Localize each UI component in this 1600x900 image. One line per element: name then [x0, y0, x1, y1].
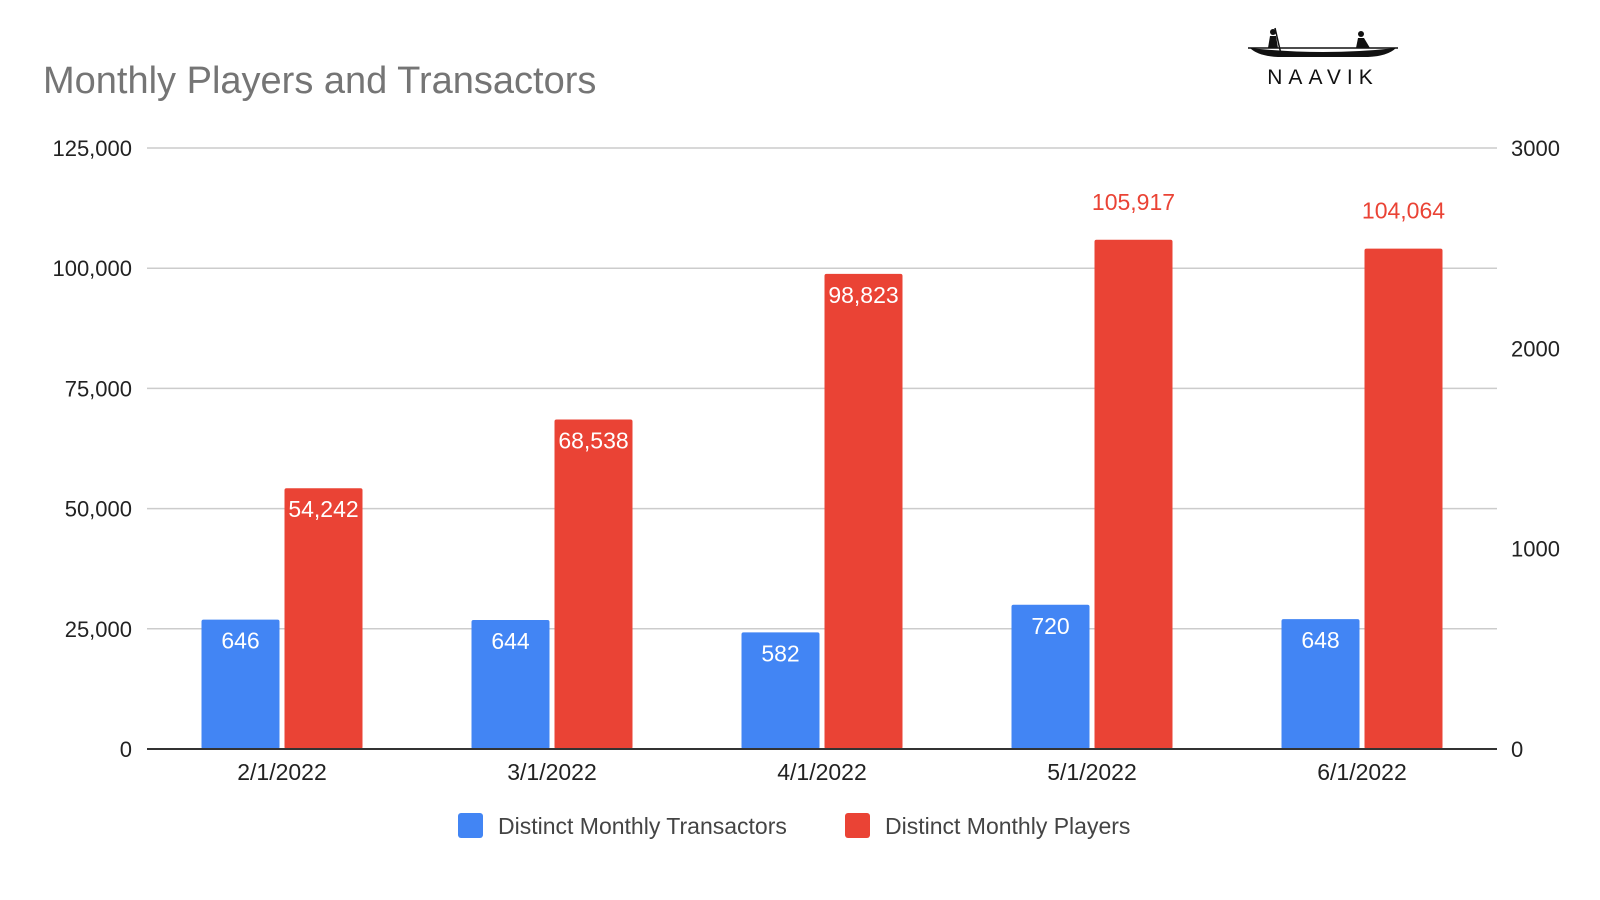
x-tick-label: 3/1/2022	[507, 759, 597, 785]
bar-transactors	[201, 619, 280, 749]
bar-players	[1364, 248, 1443, 750]
y-left-tick-label: 25,000	[65, 617, 132, 642]
y-left-tick-label: 75,000	[65, 376, 132, 401]
bar-transactors	[1011, 604, 1090, 749]
y-left-tick-label: 50,000	[65, 497, 132, 522]
x-tick-label: 2/1/2022	[237, 759, 327, 785]
data-label-players: 54,242	[288, 496, 358, 522]
data-label-players: 105,917	[1092, 189, 1175, 215]
legend-swatch	[845, 813, 870, 838]
y-left-tick-label: 100,000	[52, 256, 132, 281]
y-right-tick-label: 1000	[1511, 537, 1560, 562]
legend-label: Distinct Monthly Transactors	[498, 813, 787, 839]
data-label-transactors: 720	[1031, 613, 1069, 639]
data-label-players: 98,823	[828, 282, 898, 308]
boat-icon	[1248, 27, 1398, 57]
legend-label: Distinct Monthly Players	[885, 813, 1130, 839]
bar-players	[554, 419, 633, 749]
data-label-transactors: 582	[761, 640, 799, 666]
data-label-transactors: 644	[491, 628, 530, 654]
bar-transactors	[741, 632, 820, 749]
naavik-logo: NAAVIK	[1248, 26, 1398, 96]
chart-title: Monthly Players and Transactors	[43, 60, 597, 102]
bar-transactors	[1281, 619, 1360, 749]
bar-players	[824, 273, 903, 749]
bar-players	[1094, 239, 1173, 749]
legend-swatch	[458, 813, 483, 838]
data-label-transactors: 646	[221, 628, 259, 654]
y-right-tick-label: 0	[1511, 737, 1523, 762]
x-tick-label: 6/1/2022	[1317, 759, 1407, 785]
bar-transactors	[471, 619, 550, 749]
bar-players	[284, 488, 363, 749]
x-tick-label: 4/1/2022	[777, 759, 867, 785]
data-label-players: 68,538	[558, 427, 628, 453]
data-label-players: 104,064	[1362, 198, 1445, 224]
x-tick-label: 5/1/2022	[1047, 759, 1137, 785]
data-label-transactors: 648	[1301, 627, 1339, 653]
y-left-tick-label: 0	[120, 737, 132, 762]
y-right-tick-label: 3000	[1511, 136, 1560, 161]
y-right-tick-label: 2000	[1511, 336, 1560, 361]
y-left-tick-label: 125,000	[52, 136, 132, 161]
logo-text: NAAVIK	[1267, 66, 1379, 89]
